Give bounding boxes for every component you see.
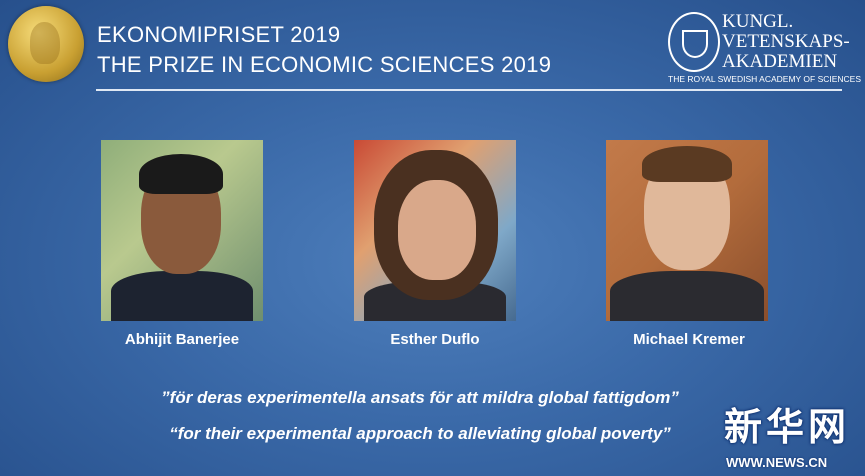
laureate-name: Abhijit Banerjee: [124, 331, 240, 348]
academy-name: KUNGL. VETENSKAPS- AKADEMIEN: [722, 11, 850, 72]
laureate-name: Michael Kremer: [633, 331, 745, 348]
xinhua-watermark: 新华网: [724, 407, 851, 449]
laureate-photo: [354, 140, 516, 321]
laureate-name: Esther Duflo: [390, 331, 480, 348]
academy-seal-icon: [668, 12, 720, 72]
laureate-photo: [606, 140, 768, 321]
laureate-photo: [101, 140, 263, 321]
title-english: THE PRIZE IN ECONOMIC SCIENCES 2019: [97, 52, 552, 77]
citation-english: “for their experimental approach to alle…: [169, 424, 671, 443]
divider: [96, 89, 842, 91]
academy-english-name: THE ROYAL SWEDISH ACADEMY OF SCIENCES: [668, 74, 862, 84]
xinhua-url: WWW.NEWS.CN: [726, 455, 828, 470]
nobel-medal-logo: [8, 6, 84, 82]
title-swedish: EKONOMIPRISET 2019: [97, 22, 341, 47]
citation-swedish: ”för deras experimentella ansats för att…: [161, 388, 679, 407]
